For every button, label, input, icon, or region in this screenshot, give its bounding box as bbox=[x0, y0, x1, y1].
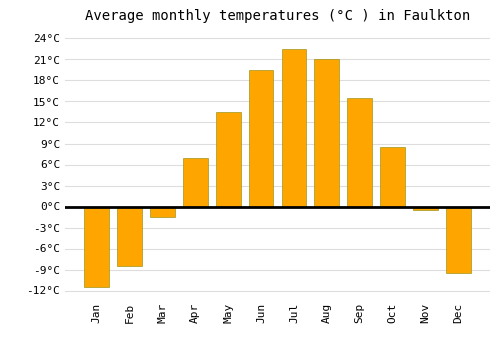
Title: Average monthly temperatures (°C ) in Faulkton: Average monthly temperatures (°C ) in Fa… bbox=[85, 9, 470, 23]
Bar bbox=[380, 147, 405, 206]
Bar bbox=[84, 206, 109, 287]
Bar bbox=[150, 206, 174, 217]
Bar bbox=[216, 112, 240, 206]
Bar bbox=[183, 158, 208, 206]
Bar bbox=[413, 206, 438, 210]
Bar bbox=[446, 206, 470, 273]
Bar bbox=[282, 49, 306, 206]
Bar bbox=[248, 70, 274, 206]
Bar bbox=[314, 60, 339, 206]
Bar bbox=[348, 98, 372, 206]
Bar bbox=[117, 206, 142, 266]
